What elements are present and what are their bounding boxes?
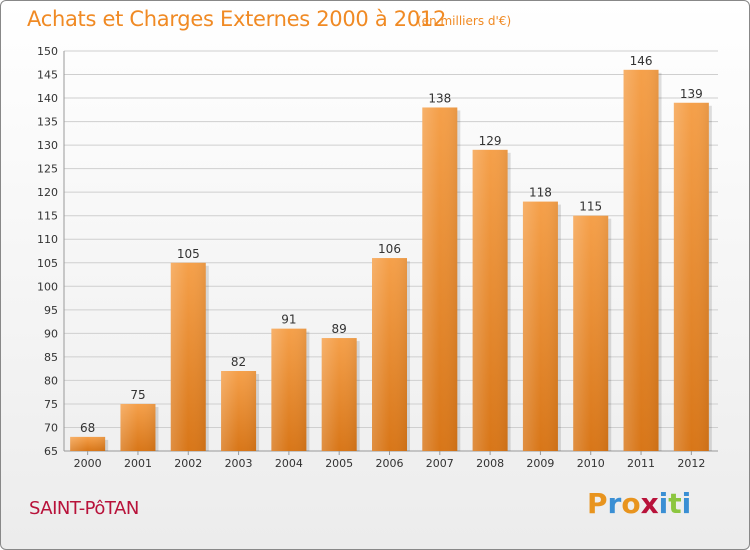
data-label-2012: 139 [680,87,703,101]
x-tick-label-2009: 2009 [526,457,554,470]
bar-sheen [623,69,659,451]
y-tick-label: 130 [37,139,58,152]
chart-subtitle: (en milliers d'€) [417,14,512,28]
y-tick-label: 75 [44,398,58,411]
logo-letter: t [668,487,682,520]
logo-letter: i [681,487,692,520]
bar-sheen [673,102,709,451]
data-label-2011: 146 [630,54,653,68]
y-tick-label: 105 [37,257,58,270]
x-tick-label-2012: 2012 [677,457,705,470]
x-tick-label-2000: 2000 [74,457,102,470]
data-label-2003: 82 [231,355,246,369]
y-tick-label: 65 [44,445,58,458]
y-tick-label: 90 [44,327,58,340]
y-tick-label: 110 [37,233,58,246]
y-tick-label: 120 [37,186,58,199]
logo-letter: i [658,487,669,520]
data-label-2001: 75 [130,388,145,402]
y-tick-label: 80 [44,374,58,387]
bar-sheen [573,215,609,451]
x-tick-label-2008: 2008 [476,457,504,470]
bar-sheen [372,258,407,451]
data-label-2000: 68 [80,421,95,435]
y-tick-label: 145 [37,69,58,82]
x-tick-label-2005: 2005 [325,457,353,470]
bar-sheen [321,338,357,451]
x-tick-label-2011: 2011 [627,457,655,470]
data-label-2009: 118 [529,186,552,200]
y-tick-label: 85 [44,351,58,364]
proxiti-logo: Proxiti [587,487,691,520]
logo-letter: o [621,487,641,520]
data-label-2007: 138 [428,91,451,105]
y-tick-label: 140 [37,92,58,105]
data-label-2008: 129 [479,134,502,148]
y-tick-label: 70 [44,421,58,434]
data-label-2005: 89 [332,322,347,336]
logo-letter: x [640,487,659,520]
y-tick-label: 115 [37,210,58,223]
bar-sheen [422,107,458,452]
x-tick-label-2007: 2007 [426,457,454,470]
x-tick-label-2010: 2010 [577,457,605,470]
bar-sheen [70,436,106,451]
x-tick-label-2003: 2003 [225,457,253,470]
bar-sheen [522,201,558,451]
bar-sheen [170,262,206,451]
y-tick-label: 100 [37,280,58,293]
logo-letter: P [587,487,608,520]
x-tick-label-2001: 2001 [124,457,152,470]
bar-sheen [221,371,257,451]
x-tick-label-2002: 2002 [174,457,202,470]
logo-letter: r [607,487,622,520]
y-tick-label: 95 [44,304,58,317]
x-tick-label-2006: 2006 [376,457,404,470]
bar-sheen [120,403,156,451]
bar-sheen [271,328,307,451]
data-label-2010: 115 [579,200,602,214]
y-tick-label: 125 [37,163,58,176]
town-name: SAINT-PôTAN [29,498,139,519]
data-label-2006: 106 [378,242,401,256]
y-tick-label: 135 [37,116,58,129]
data-label-2002: 105 [177,247,200,261]
chart-title: Achats et Charges Externes 2000 à 2012 [27,7,447,31]
bar-sheen [472,149,508,451]
y-tick-label: 150 [37,45,58,58]
x-tick-label-2004: 2004 [275,457,303,470]
data-label-2004: 91 [281,313,296,327]
